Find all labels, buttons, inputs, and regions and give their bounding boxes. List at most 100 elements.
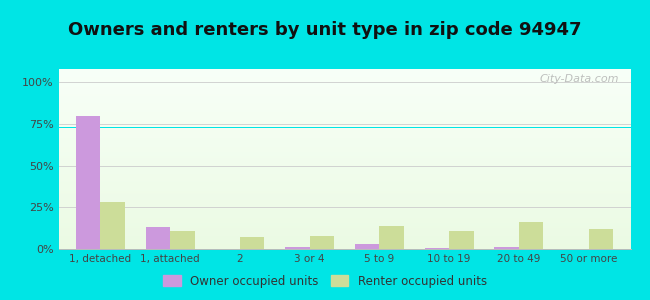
Bar: [58, 128, 630, 129]
Bar: [58, 91, 630, 92]
Bar: [58, 239, 630, 240]
Bar: [58, 70, 630, 71]
Bar: [58, 100, 630, 101]
Bar: [58, 218, 630, 219]
Bar: [58, 126, 630, 127]
Bar: [58, 194, 630, 195]
Bar: [58, 143, 630, 144]
Bar: [58, 198, 630, 199]
Bar: [58, 148, 630, 149]
Bar: [58, 226, 630, 227]
Bar: [58, 184, 630, 185]
Bar: [58, 182, 630, 183]
Bar: [58, 204, 630, 205]
Bar: [355, 244, 380, 249]
Bar: [58, 94, 630, 95]
Bar: [58, 95, 630, 96]
Bar: [58, 104, 630, 105]
Bar: [285, 247, 309, 249]
Bar: [58, 77, 630, 78]
Bar: [58, 232, 630, 233]
Bar: [58, 158, 630, 159]
Bar: [58, 193, 630, 194]
Bar: [58, 127, 630, 128]
Bar: [58, 168, 630, 169]
Bar: [58, 205, 630, 206]
Bar: [58, 183, 630, 184]
Bar: [58, 109, 630, 110]
Bar: [58, 159, 630, 160]
Bar: [58, 188, 630, 189]
Bar: [58, 213, 630, 214]
Bar: [58, 130, 630, 131]
Bar: [589, 229, 613, 249]
Bar: [58, 236, 630, 237]
Bar: [170, 231, 194, 249]
Bar: [58, 228, 630, 229]
Bar: [58, 195, 630, 196]
Bar: [58, 167, 630, 168]
Bar: [58, 102, 630, 103]
Bar: [449, 231, 474, 249]
Bar: [58, 166, 630, 167]
Bar: [58, 110, 630, 111]
Bar: [58, 145, 630, 146]
Bar: [58, 207, 630, 208]
Bar: [58, 121, 630, 122]
Bar: [58, 189, 630, 190]
Bar: [58, 118, 630, 119]
Bar: [58, 117, 630, 118]
Bar: [58, 191, 630, 192]
Bar: [58, 108, 630, 109]
Bar: [58, 180, 630, 181]
Bar: [58, 151, 630, 152]
Bar: [58, 154, 630, 155]
Bar: [58, 88, 630, 89]
Bar: [58, 119, 630, 120]
Bar: [58, 161, 630, 162]
Bar: [58, 202, 630, 203]
Bar: [240, 237, 265, 249]
Bar: [58, 82, 630, 83]
Bar: [58, 82, 630, 83]
Bar: [58, 165, 630, 166]
Bar: [58, 235, 630, 236]
Text: City-Data.com: City-Data.com: [540, 74, 619, 84]
Bar: [58, 69, 630, 70]
Bar: [58, 78, 630, 79]
Bar: [58, 133, 630, 134]
Bar: [58, 132, 630, 133]
Bar: [58, 139, 630, 140]
Bar: [58, 155, 630, 156]
Bar: [58, 156, 630, 157]
Bar: [58, 113, 630, 114]
Bar: [58, 122, 630, 123]
Bar: [58, 71, 630, 72]
Bar: [58, 201, 630, 202]
Bar: [100, 202, 125, 249]
Bar: [58, 197, 630, 198]
Bar: [58, 123, 630, 124]
Bar: [58, 134, 630, 135]
Bar: [58, 115, 630, 116]
Bar: [58, 129, 630, 130]
Bar: [58, 203, 630, 204]
Bar: [58, 142, 630, 143]
Bar: [58, 175, 630, 176]
Bar: [58, 229, 630, 230]
Bar: [58, 118, 630, 119]
Bar: [58, 153, 630, 154]
Bar: [58, 87, 630, 88]
Bar: [58, 178, 630, 179]
Bar: [58, 248, 630, 249]
Bar: [58, 97, 630, 98]
Bar: [58, 144, 630, 145]
Bar: [58, 120, 630, 121]
Bar: [58, 211, 630, 212]
Bar: [58, 72, 630, 73]
Bar: [58, 75, 630, 76]
Bar: [58, 185, 630, 186]
Bar: [58, 147, 630, 148]
Bar: [58, 76, 630, 77]
Bar: [424, 248, 449, 249]
